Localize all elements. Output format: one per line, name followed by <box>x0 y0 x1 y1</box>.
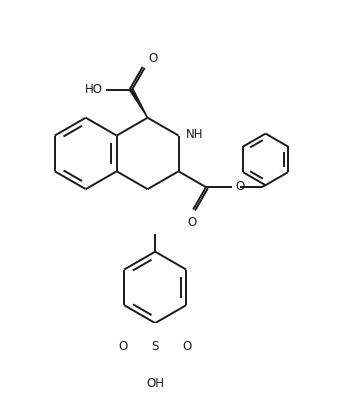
Text: O: O <box>149 52 158 65</box>
Text: S: S <box>152 340 159 354</box>
Text: OH: OH <box>146 376 164 390</box>
Text: NH: NH <box>185 128 203 141</box>
Text: O: O <box>236 180 245 193</box>
Polygon shape <box>130 89 148 118</box>
Text: O: O <box>182 340 192 354</box>
Text: HO: HO <box>85 83 103 96</box>
Text: O: O <box>188 216 197 230</box>
Text: O: O <box>119 340 128 354</box>
